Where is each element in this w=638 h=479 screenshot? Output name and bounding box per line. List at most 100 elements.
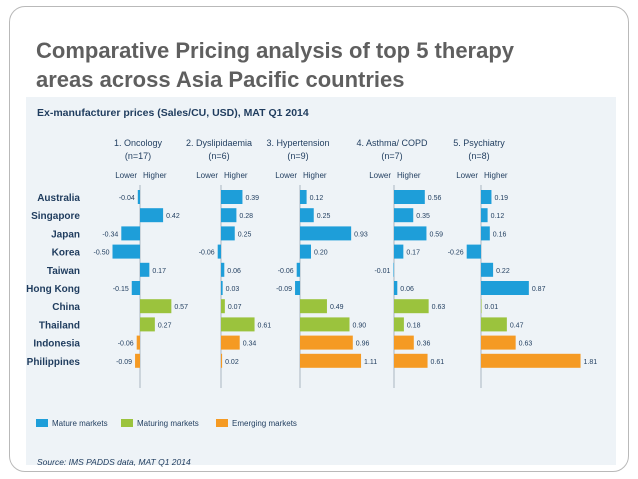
country-label-australia: Australia: [37, 193, 80, 204]
panel-1-china-bar: [140, 299, 172, 314]
panel-2-philippines-bar: [221, 353, 223, 368]
panel-3-higher-label: Higher: [303, 171, 327, 180]
panel-1-philippines-bar: [135, 353, 140, 368]
legend-emerging-label: Emerging markets: [232, 419, 297, 428]
country-label-philippines: Philippines: [27, 357, 81, 368]
slide-title: Comparative Pricing analysis of top 5 th…: [36, 36, 596, 94]
panel-5-taiwan-bar: [481, 262, 494, 277]
panel-4-hong-kong-bar: [394, 281, 398, 295]
panel-4-indonesia-value: 0.36: [417, 341, 431, 348]
panel-3-singapore-value: 0.25: [317, 213, 331, 220]
panel-3-korea-value: 0.20: [314, 250, 328, 257]
panel-1-count: (n=17): [125, 151, 151, 161]
panel-4-philippines-value: 0.61: [431, 359, 445, 366]
chart-source: Source: IMS PADDS data, MAT Q1 2014: [37, 457, 191, 467]
panel-5-lower-label: Lower: [456, 171, 478, 180]
panel-2-count: (n=6): [208, 151, 229, 161]
panel-5-higher-label: Higher: [484, 171, 508, 180]
panel-3-australia-bar: [300, 190, 307, 204]
panel-3-china-value: 0.49: [330, 304, 344, 311]
panel-2-china-bar: [221, 299, 225, 314]
panel-5-thailand-bar: [481, 317, 507, 332]
legend-maturing-swatch: [121, 419, 133, 427]
panel-5-count: (n=8): [468, 151, 489, 161]
panel-4-singapore-value: 0.35: [416, 213, 430, 220]
legend-maturing-label: Maturing markets: [137, 419, 199, 428]
panel-2-thailand-value: 0.61: [258, 322, 272, 329]
legend-mature-label: Mature markets: [52, 419, 108, 428]
panel-3-philippines-value: 1.11: [364, 359, 377, 366]
panel-3-taiwan-value: -0.06: [278, 268, 294, 275]
panel-1-name: 1. Oncology: [114, 138, 163, 148]
panel-2-singapore-bar: [221, 208, 237, 223]
panel-5-hong-kong-bar: [481, 281, 529, 295]
country-label-singapore: Singapore: [31, 211, 80, 222]
panel-1-thailand-bar: [140, 317, 155, 332]
panel-2-australia-bar: [221, 190, 243, 204]
panel-3-thailand-bar: [300, 317, 350, 332]
panel-5-australia-bar: [481, 190, 492, 204]
panel-3-japan-value: 0.93: [354, 231, 368, 238]
panel-4-korea-bar: [394, 244, 404, 259]
slide-title-line-2: areas across Asia Pacific countries: [36, 67, 405, 92]
panel-2-australia-value: 0.39: [245, 195, 259, 202]
panel-5-singapore-value: 0.12: [491, 213, 505, 220]
panel-1-japan-value: -0.34: [102, 231, 118, 238]
panel-5-australia-value: 0.19: [494, 195, 508, 202]
panel-1-higher-label: Higher: [143, 171, 167, 180]
panel-2-taiwan-bar: [221, 262, 225, 277]
panel-2-indonesia-value: 0.34: [243, 341, 257, 348]
panel-4-name: 4. Asthma/ COPD: [356, 138, 428, 148]
panel-4-count: (n=7): [381, 151, 402, 161]
panel-4-hong-kong-value: 0.06: [400, 286, 414, 293]
panel-1-singapore-value: 0.42: [166, 213, 180, 220]
country-label-china: China: [52, 302, 80, 313]
panel-1-philippines-value: -0.09: [116, 359, 132, 366]
country-label-thailand: Thailand: [39, 320, 80, 331]
panel-2-name: 2. Dyslipidaemia: [186, 138, 252, 148]
panel-1-korea-value: -0.50: [94, 250, 110, 257]
panel-2-lower-label: Lower: [196, 171, 218, 180]
panel-4-australia-value: 0.56: [428, 195, 442, 202]
panel-4-thailand-bar: [394, 317, 404, 332]
panel-1-indonesia-value: -0.06: [118, 341, 134, 348]
panel-5-japan-value: 0.16: [493, 231, 507, 238]
panel-5-taiwan-value: 0.22: [496, 268, 510, 275]
panel-4-philippines-bar: [394, 353, 428, 368]
panel-2-japan-value: 0.25: [238, 231, 252, 238]
slide-title-line-1: Comparative Pricing analysis of top 5 th…: [36, 38, 515, 63]
panel-4-china-value: 0.63: [432, 304, 446, 311]
panel-3-indonesia-value: 0.96: [356, 341, 370, 348]
panel-4-australia-bar: [394, 190, 425, 204]
panel-4-taiwan-value: -0.01: [374, 268, 390, 275]
country-label-korea: Korea: [52, 248, 81, 259]
legend-emerging-swatch: [216, 419, 228, 427]
panel-5-china-value: 0.01: [485, 304, 499, 311]
panel-2-china-value: 0.07: [228, 304, 242, 311]
panel-2-hong-kong-bar: [221, 281, 223, 295]
panel-5-philippines-value: 1.81: [584, 359, 598, 366]
panel-5-indonesia-value: 0.63: [519, 341, 533, 348]
panel-1-hong-kong-value: -0.15: [113, 286, 129, 293]
panel-3-hong-kong-bar: [295, 281, 300, 295]
panel-5-name: 5. Psychiatry: [453, 138, 505, 148]
panel-3-china-bar: [300, 299, 327, 314]
panel-2-singapore-value: 0.28: [239, 213, 253, 220]
panel-2-thailand-bar: [221, 317, 255, 332]
country-label-hong-kong: Hong Kong: [26, 284, 80, 295]
country-label-indonesia: Indonesia: [33, 339, 80, 350]
panel-5-korea-bar: [466, 244, 481, 259]
panel-1-australia-bar: [137, 190, 140, 204]
legend-mature-swatch: [36, 419, 48, 427]
panel-2-korea-value: -0.06: [199, 250, 215, 257]
panel-1-taiwan-bar: [140, 262, 150, 277]
country-label-japan: Japan: [51, 229, 80, 240]
panel-1-singapore-bar: [140, 208, 164, 223]
panel-4-japan-value: 0.59: [429, 231, 443, 238]
panel-4-higher-label: Higher: [397, 171, 421, 180]
panel-1-taiwan-value: 0.17: [152, 268, 166, 275]
panel-4-korea-value: 0.17: [406, 250, 420, 257]
panel-3-australia-value: 0.12: [310, 195, 324, 202]
panel-4-lower-label: Lower: [369, 171, 391, 180]
